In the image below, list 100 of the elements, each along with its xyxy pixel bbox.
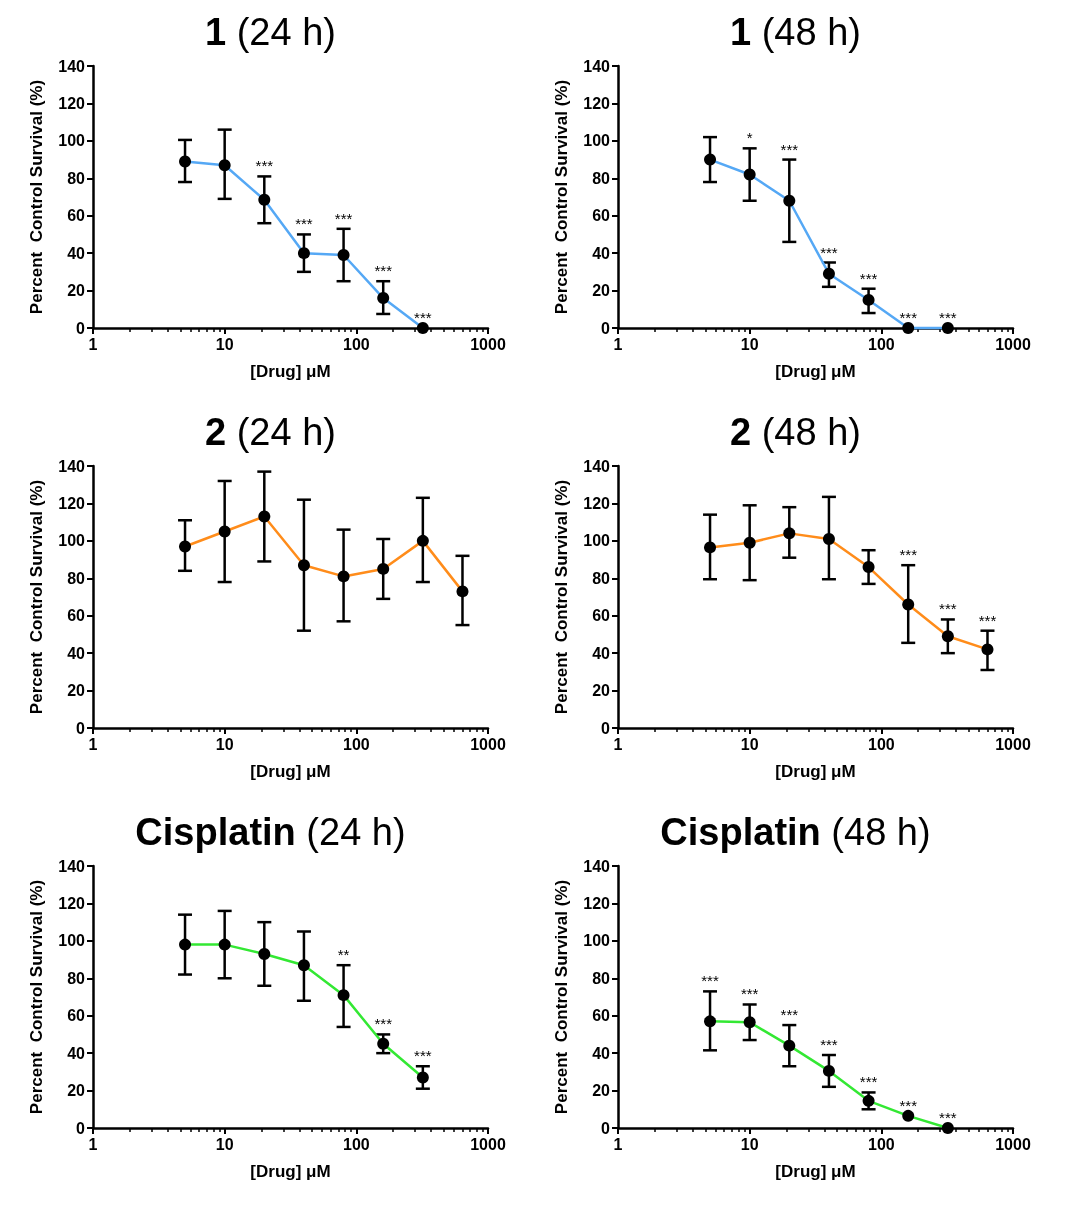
annotation: *** bbox=[899, 546, 918, 564]
x-tick-label: 100 bbox=[342, 335, 370, 353]
annotation: ** bbox=[337, 946, 350, 964]
y-tick-label: 0 bbox=[76, 1119, 86, 1137]
annotation: *** bbox=[295, 215, 313, 233]
y-axis-title: Percent Control Survival (%) bbox=[552, 879, 571, 1115]
y-tick-label: 120 bbox=[58, 494, 86, 512]
annotation: *** bbox=[414, 1047, 432, 1065]
x-axis-title: [Drug] μM bbox=[250, 1162, 331, 1181]
x-tick-label: 1 bbox=[88, 735, 98, 753]
y-tick-label: 100 bbox=[58, 132, 86, 150]
x-axis-title: [Drug] μM bbox=[250, 362, 331, 381]
annotation: *** bbox=[780, 140, 799, 158]
y-tick-label: 140 bbox=[58, 57, 86, 75]
x-tick-label: 100 bbox=[867, 1135, 895, 1153]
y-tick-label: 100 bbox=[583, 132, 611, 150]
y-tick-label: 20 bbox=[592, 1082, 611, 1100]
x-tick-label: 10 bbox=[215, 1135, 234, 1153]
x-tick-label: 1 bbox=[88, 1135, 98, 1153]
y-tick-label: 0 bbox=[76, 319, 86, 337]
x-tick-label: 1000 bbox=[995, 735, 1031, 753]
annotation: *** bbox=[701, 972, 719, 990]
chart-title: 1 (24 h) bbox=[205, 11, 336, 53]
y-tick-label: 0 bbox=[601, 1119, 611, 1137]
x-tick-label: 1000 bbox=[470, 1135, 506, 1153]
annotation: *** bbox=[899, 1096, 918, 1114]
x-tick-label: 100 bbox=[867, 335, 895, 353]
y-tick-label: 80 bbox=[592, 969, 611, 987]
annotation: *** bbox=[780, 1006, 799, 1024]
x-tick-label: 10 bbox=[740, 1135, 759, 1153]
annotation: *** bbox=[374, 262, 393, 280]
y-tick-label: 60 bbox=[67, 607, 86, 625]
y-tick-label: 120 bbox=[583, 894, 611, 912]
y-tick-label: 20 bbox=[67, 1082, 86, 1100]
annotation: *** bbox=[334, 209, 353, 227]
chart-title: 1 (48 h) bbox=[730, 11, 861, 53]
y-tick-label: 20 bbox=[67, 682, 86, 700]
y-tick-label: 60 bbox=[67, 1007, 86, 1025]
y-tick-label: 0 bbox=[601, 719, 611, 737]
chart-title: 2 (24 h) bbox=[205, 411, 336, 453]
y-axis-title: Percent Control Survival (%) bbox=[27, 79, 46, 315]
annotation: *** bbox=[859, 269, 878, 287]
x-tick-label: 10 bbox=[215, 335, 234, 353]
x-tick-label: 1000 bbox=[470, 335, 506, 353]
y-tick-label: 100 bbox=[583, 532, 611, 550]
y-tick-label: 60 bbox=[67, 207, 86, 225]
x-tick-label: 10 bbox=[740, 335, 759, 353]
y-tick-label: 80 bbox=[67, 169, 86, 187]
x-tick-label: 10 bbox=[215, 735, 234, 753]
annotation: *** bbox=[978, 611, 997, 629]
x-tick-label: 100 bbox=[342, 735, 370, 753]
annotation: *** bbox=[939, 1109, 957, 1126]
x-axis-title: [Drug] μM bbox=[775, 762, 856, 781]
y-tick-label: 140 bbox=[583, 57, 611, 75]
y-tick-label: 0 bbox=[601, 319, 611, 337]
y-tick-label: 20 bbox=[592, 682, 611, 700]
y-tick-label: 120 bbox=[583, 94, 611, 112]
y-tick-label: 100 bbox=[58, 532, 86, 550]
annotation: *** bbox=[859, 1073, 878, 1091]
annotation: *** bbox=[374, 1015, 393, 1033]
y-tick-label: 80 bbox=[592, 169, 611, 187]
x-axis-title: [Drug] μM bbox=[250, 762, 331, 781]
x-tick-label: 100 bbox=[867, 735, 895, 753]
annotation: *** bbox=[939, 309, 957, 326]
y-tick-label: 80 bbox=[67, 569, 86, 587]
chart-title: 2 (48 h) bbox=[730, 411, 861, 453]
y-tick-label: 140 bbox=[583, 457, 611, 475]
y-tick-label: 40 bbox=[67, 244, 86, 262]
chart-title: Cisplatin (48 h) bbox=[660, 811, 931, 853]
y-tick-label: 60 bbox=[592, 1007, 611, 1025]
x-tick-label: 10 bbox=[740, 735, 759, 753]
y-tick-label: 60 bbox=[592, 207, 611, 225]
x-tick-label: 1 bbox=[88, 335, 98, 353]
y-tick-label: 40 bbox=[592, 1044, 611, 1062]
y-tick-label: 80 bbox=[67, 969, 86, 987]
y-axis-title: Percent Control Survival (%) bbox=[552, 479, 571, 715]
y-axis-title: Percent Control Survival (%) bbox=[27, 879, 46, 1115]
annotation: *** bbox=[820, 243, 838, 261]
y-axis-title: Percent Control Survival (%) bbox=[27, 479, 46, 715]
x-tick-label: 100 bbox=[342, 1135, 370, 1153]
y-tick-label: 0 bbox=[76, 719, 86, 737]
y-tick-label: 20 bbox=[67, 282, 86, 300]
x-tick-label: 1000 bbox=[470, 735, 506, 753]
annotation: *** bbox=[414, 309, 432, 326]
x-tick-label: 1 bbox=[613, 735, 623, 753]
x-tick-label: 1 bbox=[613, 1135, 623, 1153]
annotation: *** bbox=[740, 985, 759, 1003]
annotation: * bbox=[746, 129, 753, 147]
y-tick-label: 120 bbox=[58, 94, 86, 112]
annotation: *** bbox=[820, 1036, 838, 1054]
x-axis-title: [Drug] μM bbox=[775, 1162, 856, 1181]
y-tick-label: 80 bbox=[592, 569, 611, 587]
x-tick-label: 1 bbox=[613, 335, 623, 353]
y-tick-label: 120 bbox=[58, 894, 86, 912]
x-tick-label: 1000 bbox=[995, 1135, 1031, 1153]
x-axis-title: [Drug] μM bbox=[775, 362, 856, 381]
y-tick-label: 100 bbox=[58, 932, 86, 950]
y-tick-label: 140 bbox=[58, 457, 86, 475]
annotation: *** bbox=[899, 309, 918, 326]
y-tick-label: 40 bbox=[67, 1044, 86, 1062]
